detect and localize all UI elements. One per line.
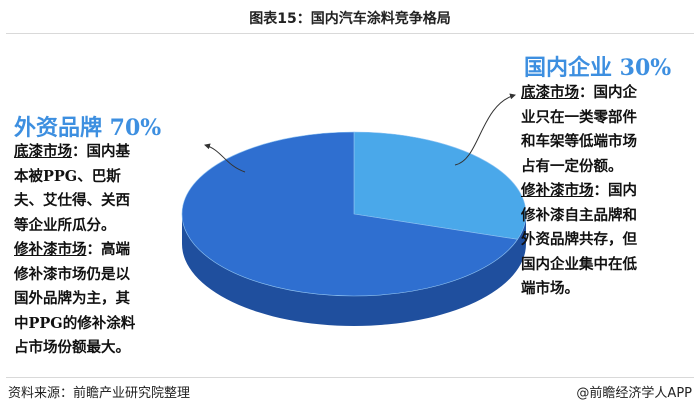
brand-credit: @前瞻经济学人APP: [576, 386, 692, 401]
text-line: 修补漆自主品牌和: [521, 206, 637, 224]
divider: [6, 377, 694, 378]
right-description: 底漆市场：国内企 业只在一类零部件 和车架等低端市场 占有一定份额。 修补漆市场…: [521, 81, 637, 302]
pie-slice-1: [181, 131, 519, 297]
text-line: ：国内: [593, 182, 638, 199]
text-line: 本被PPG、巴斯: [14, 167, 121, 185]
text-line: 外资品牌共存，但: [521, 231, 637, 248]
left-legend-title: 外资品牌 70%: [14, 115, 162, 141]
arrow-left: [204, 143, 246, 173]
text-line: 国外品牌为主，其: [14, 290, 130, 307]
text-line: 业只在一类零部件: [521, 108, 637, 126]
right-s2-head: 修补漆市场: [521, 182, 594, 199]
text-line: 端市场。: [521, 280, 579, 297]
text-line: 等企业所瓜分。: [14, 216, 116, 234]
left-s2-head: 修补漆市场: [14, 241, 87, 258]
text-line: ：国内企: [579, 84, 637, 101]
arrow-right: [454, 93, 516, 166]
text-line: ：国内基: [72, 143, 130, 160]
right-s1-head: 底漆市场: [521, 84, 579, 101]
text-line: 中PPG的修补涂料: [14, 314, 136, 332]
left-s1-head: 底漆市场: [14, 143, 72, 160]
text-line: 夫、艾仕得、关西: [14, 192, 130, 209]
text-line: 和车架等低端市场: [521, 133, 637, 150]
pie-side-wall: [182, 214, 526, 326]
text-line: 国内企业集中在低: [521, 255, 637, 273]
text-line: 占有一定份额。: [521, 157, 623, 175]
chart-title: 图表15：国内汽车涂料竞争格局: [249, 11, 451, 27]
pie-slice-0: [353, 131, 527, 240]
text-line: 占市场份额最大。: [14, 339, 130, 356]
text-line: ：高端: [86, 241, 131, 258]
left-description: 底漆市场：国内基 本被PPG、巴斯 夫、艾仕得、关西 等企业所瓜分。 修补漆市场…: [14, 140, 135, 361]
text-line: 修补漆市场仍是以: [14, 265, 130, 283]
right-legend-title: 国内企业 30%: [524, 55, 672, 81]
source-note: 资料来源：前瞻产业研究院整理: [8, 386, 191, 401]
divider: [6, 33, 694, 34]
